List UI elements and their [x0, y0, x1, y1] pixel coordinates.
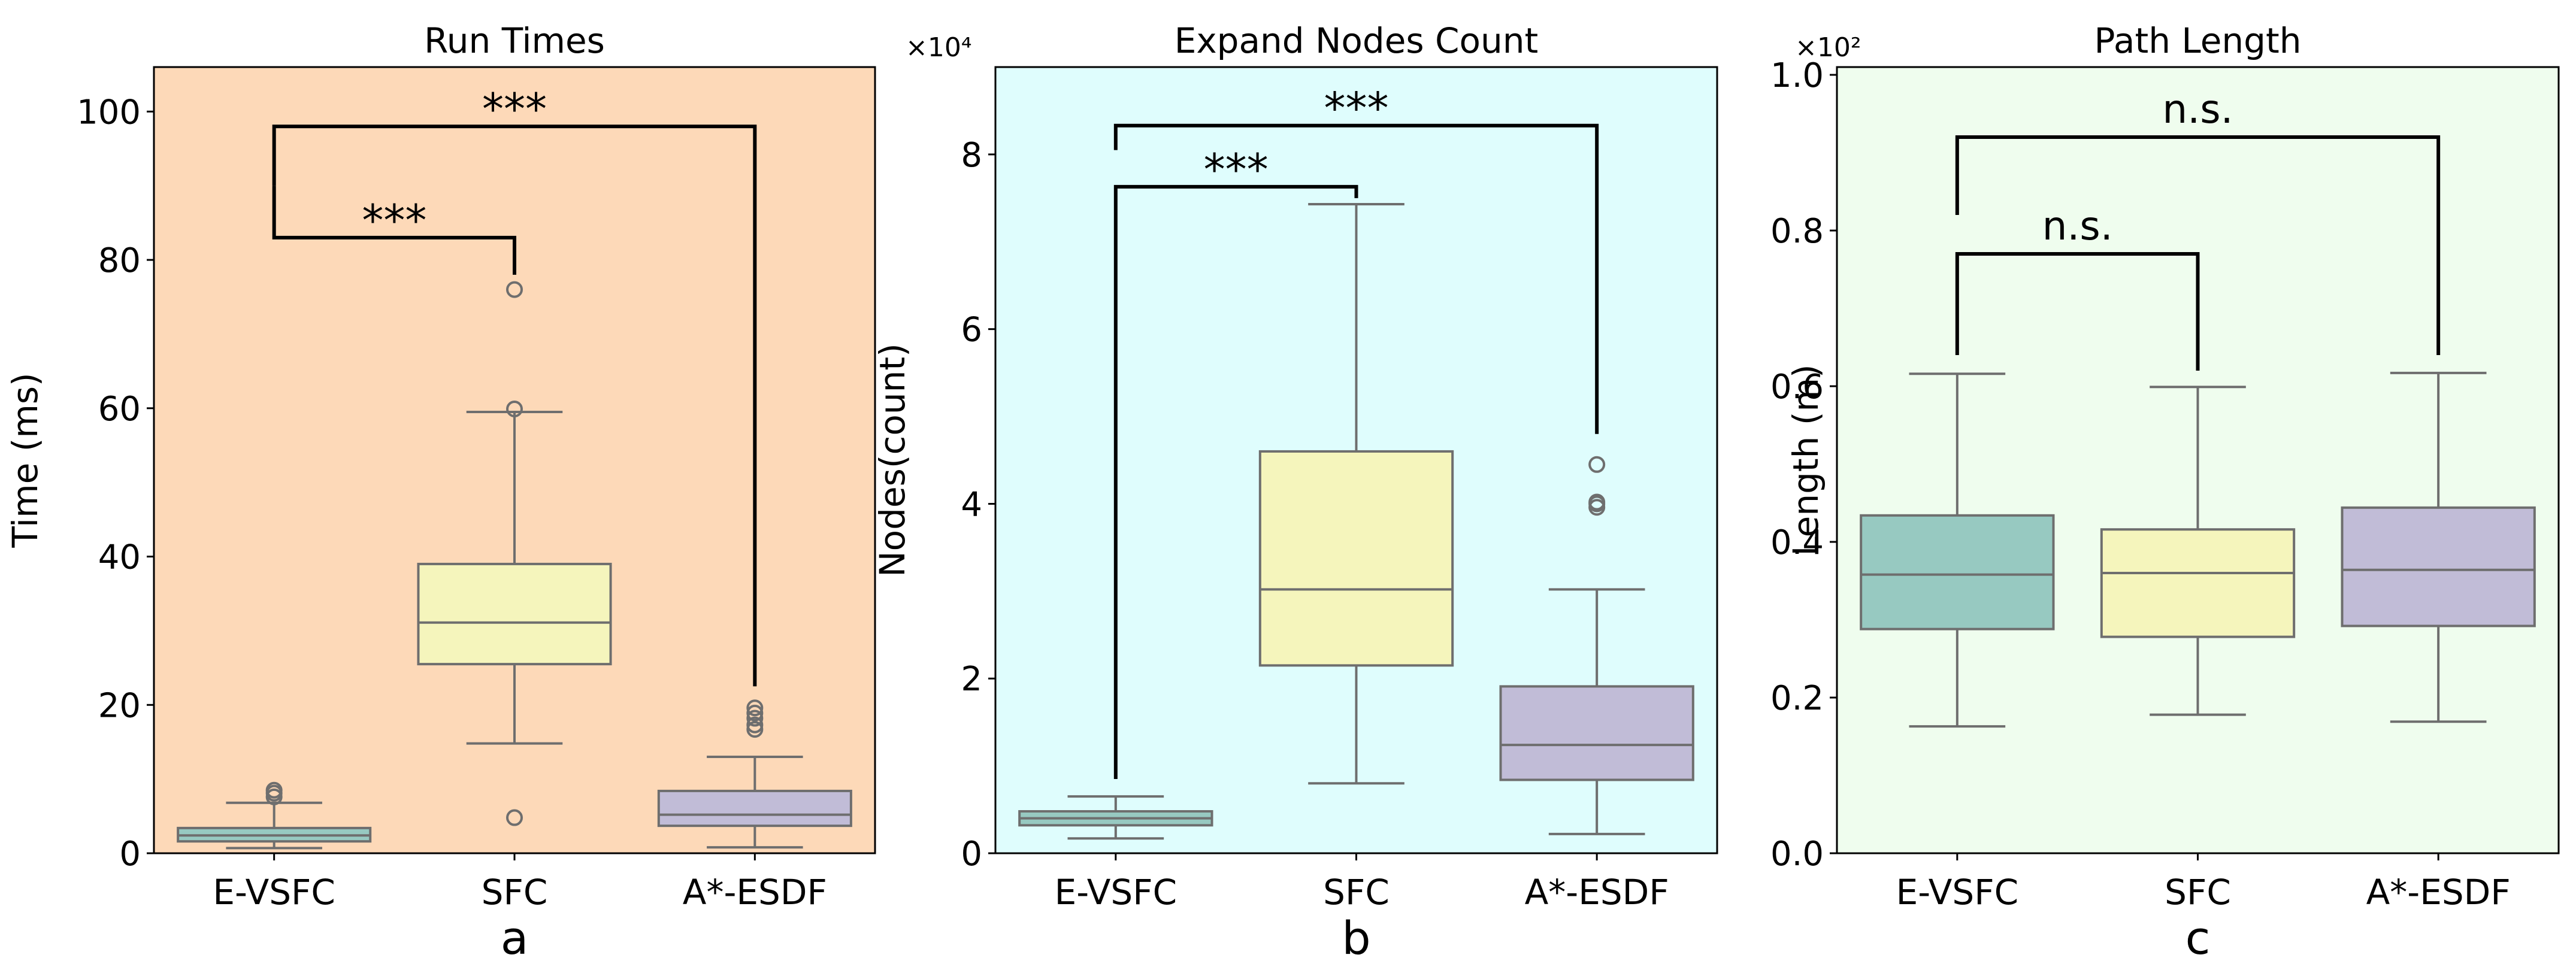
- box-e-vsfc: [1860, 372, 2055, 728]
- panel-label: a: [501, 911, 529, 965]
- significance-label: ***: [1204, 144, 1269, 195]
- y-tick-label: 0.2: [1770, 679, 1824, 718]
- outlier-point: [506, 809, 523, 826]
- y-axis-exponent: ×10⁴: [906, 32, 972, 63]
- iqr-box: [657, 789, 852, 827]
- outlier-point: [746, 721, 764, 738]
- box-sfc: [417, 281, 612, 826]
- outlier-point: [506, 401, 523, 418]
- x-tick-label: E-VSFC: [1896, 872, 2019, 913]
- y-tick-label: 60: [98, 390, 141, 429]
- significance-label: ***: [482, 84, 547, 134]
- outlier-point: [1588, 493, 1606, 511]
- panel-expand-nodes-count: 0 2 4 6 8 *** *** E-VSFC SFC A*-ESDF b Expand Nodes…: [872, 20, 1718, 965]
- y-tick-label: 0.4: [1770, 523, 1824, 562]
- box-a-esdf: [657, 699, 852, 849]
- iqr-box: [1499, 685, 1694, 781]
- x-tick-label: SFC: [1323, 872, 1390, 913]
- y-tick-label: 1.0: [1770, 56, 1824, 95]
- y-tick-label: 8: [961, 136, 982, 175]
- y-tick-label: 40: [98, 538, 141, 577]
- x-tick-label: A*-ESDF: [1525, 872, 1669, 913]
- y-tick-label: 0.8: [1770, 212, 1824, 251]
- x-tick-label: SFC: [2165, 872, 2231, 913]
- y-tick-label: 0: [961, 835, 982, 874]
- box-e-vsfc: [177, 781, 372, 850]
- significance-bracket: [1113, 123, 1599, 434]
- y-tick-label: 4: [961, 485, 982, 524]
- y-tick-label: 0.0: [1770, 835, 1824, 874]
- significance-bracket: [1955, 252, 2200, 371]
- box-a-esdf: [2341, 371, 2536, 723]
- significance-label: n.s.: [2042, 203, 2113, 249]
- y-tick-label: 20: [98, 686, 141, 725]
- outlier-point: [746, 710, 764, 727]
- outlier-point: [746, 699, 764, 717]
- box-a-esdf: [1499, 456, 1694, 835]
- x-tick-label: A*-ESDF: [2366, 872, 2511, 913]
- iqr-box: [417, 562, 612, 666]
- outlier-point: [1588, 456, 1606, 473]
- x-tick-label: E-VSFC: [213, 872, 335, 913]
- panel-label: c: [2185, 911, 2211, 965]
- y-tick-label: 2: [961, 660, 982, 699]
- outlier-point: [506, 281, 523, 298]
- y-axis-label: Nodes(count): [872, 343, 913, 577]
- y-tick-label: 80: [98, 241, 141, 280]
- x-tick-label: E-VSFC: [1055, 872, 1177, 913]
- y-tick-label: 100: [77, 93, 141, 132]
- y-axis-exponent: ×10²: [1795, 32, 1861, 63]
- panel-path-length: 0.0 0.2 0.4 0.6 0.8 1.0 n.s. n.s. E-VSFC SFC A*-ES…: [1770, 20, 2560, 965]
- x-tick-label: A*-ESDF: [683, 872, 827, 913]
- significance-bracket: [1113, 184, 1358, 779]
- box-e-vsfc: [1018, 795, 1213, 840]
- outlier-point: [746, 704, 764, 722]
- significance-label: ***: [1324, 83, 1389, 134]
- y-tick-label: 6: [961, 311, 982, 350]
- y-tick-label: 0.6: [1770, 368, 1824, 407]
- y-axis-label: Time (ms): [5, 372, 46, 548]
- iqr-box: [1860, 514, 2055, 631]
- chart-title: Run Times: [424, 20, 605, 61]
- significance-label: n.s.: [2162, 86, 2233, 132]
- significance-bracket: [272, 186, 516, 275]
- outlier-point: [746, 716, 764, 733]
- panel-label: b: [1342, 911, 1370, 965]
- y-axis-label: Length (m): [1785, 364, 1826, 556]
- box-sfc: [2100, 386, 2296, 716]
- outlier-point: [265, 781, 283, 799]
- chart-title: Expand Nodes Count: [1175, 20, 1539, 61]
- iqr-box: [2100, 528, 2296, 638]
- significance-bracket: [1955, 135, 2441, 355]
- iqr-box: [2341, 506, 2536, 628]
- box-sfc: [1258, 203, 1454, 785]
- significance-label: ***: [362, 195, 426, 245]
- significance-bracket: [272, 125, 757, 687]
- panel-run-times: 0 20 40 60 80 100 *** *** E-VSFC SFC A*-ESDF a Run T…: [5, 20, 876, 965]
- chart-title: Path Length: [2094, 20, 2302, 61]
- iqr-box: [1258, 450, 1454, 667]
- y-tick-label: 0: [119, 835, 141, 874]
- x-tick-label: SFC: [482, 872, 548, 913]
